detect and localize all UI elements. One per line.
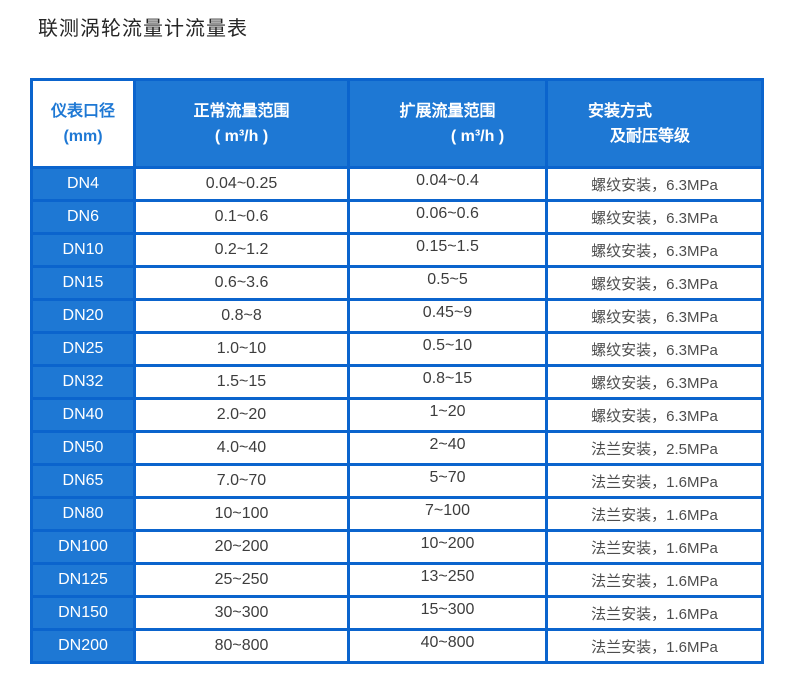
extended-range-cell: 0.04~0.4	[347, 166, 548, 202]
header-extended-range-line1: 扩展流量范围	[399, 102, 496, 120]
page-title: 联测涡轮流量计流量表	[38, 18, 248, 40]
table-row-dn32: DN32 1.5~15 0.8~15 螺纹安装，6.3MPa	[30, 364, 764, 400]
dn-label: DN4	[30, 166, 136, 202]
normal-range-cell: 2.0~20	[133, 397, 350, 433]
header-diameter-line2: (mm)	[63, 127, 103, 145]
header-normal-range: 正常流量范围 ( m³/h )	[133, 78, 350, 169]
dn-label: DN25	[30, 331, 136, 367]
normal-range-cell: 1.0~10	[133, 331, 350, 367]
table-row-dn15: DN15 0.6~3.6 0.5~5 螺纹安装，6.3MPa	[30, 265, 764, 301]
table-row-dn200: DN200 80~800 40~800 法兰安装，1.6MPa	[30, 628, 764, 664]
normal-range-cell: 0.04~0.25	[133, 166, 350, 202]
dn-label: DN150	[30, 595, 136, 631]
extended-range-cell: 1~20	[347, 397, 548, 433]
normal-range-cell: 0.1~0.6	[133, 199, 350, 235]
normal-range-cell: 0.2~1.2	[133, 232, 350, 268]
normal-range-cell: 80~800	[133, 628, 350, 664]
installation-cell: 螺纹安装，6.3MPa	[545, 166, 764, 202]
dn-label: DN32	[30, 364, 136, 400]
table-row-dn50: DN50 4.0~40 2~40 法兰安装，2.5MPa	[30, 430, 764, 466]
dn-label: DN200	[30, 628, 136, 664]
dn-label: DN6	[30, 199, 136, 235]
table-row-dn100: DN100 20~200 10~200 法兰安装，1.6MPa	[30, 529, 764, 565]
header-normal-range-line2: ( m³/h )	[214, 127, 269, 145]
dn-label: DN50	[30, 430, 136, 466]
table-row-dn25: DN25 1.0~10 0.5~10 螺纹安装，6.3MPa	[30, 331, 764, 367]
extended-range-cell: 15~300	[347, 595, 548, 631]
dn-label: DN80	[30, 496, 136, 532]
table-row-dn4: DN4 0.04~0.25 0.04~0.4 螺纹安装，6.3MPa	[30, 166, 764, 202]
dn-label: DN15	[30, 265, 136, 301]
table-row-dn80: DN80 10~100 7~100 法兰安装，1.6MPa	[30, 496, 764, 532]
dn-label: DN40	[30, 397, 136, 433]
extended-range-cell: 40~800	[347, 628, 548, 664]
installation-cell: 螺纹安装，6.3MPa	[545, 298, 764, 334]
header-diameter: 仪表口径 (mm)	[30, 78, 136, 169]
table-row-dn125: DN125 25~250 13~250 法兰安装，1.6MPa	[30, 562, 764, 598]
normal-range-cell: 25~250	[133, 562, 350, 598]
installation-cell: 法兰安装，1.6MPa	[545, 628, 764, 664]
normal-range-cell: 1.5~15	[133, 364, 350, 400]
dn-label: DN100	[30, 529, 136, 565]
header-diameter-line1: 仪表口径	[50, 102, 115, 120]
header-extended-range-line2: ( m³/h )	[450, 127, 505, 145]
normal-range-cell: 0.6~3.6	[133, 265, 350, 301]
installation-cell: 法兰安装，1.6MPa	[545, 463, 764, 499]
table-row-dn150: DN150 30~300 15~300 法兰安装，1.6MPa	[30, 595, 764, 631]
installation-cell: 螺纹安装，6.3MPa	[545, 232, 764, 268]
dn-label: DN10	[30, 232, 136, 268]
extended-range-cell: 0.8~15	[347, 364, 548, 400]
extended-range-cell: 0.5~10	[347, 331, 548, 367]
installation-cell: 法兰安装，2.5MPa	[545, 430, 764, 466]
normal-range-cell: 0.8~8	[133, 298, 350, 334]
installation-cell: 螺纹安装，6.3MPa	[545, 199, 764, 235]
header-normal-range-line1: 正常流量范围	[193, 102, 290, 120]
installation-cell: 法兰安装，1.6MPa	[545, 562, 764, 598]
extended-range-cell: 10~200	[347, 529, 548, 565]
table-row-dn6: DN6 0.1~0.6 0.06~0.6 螺纹安装，6.3MPa	[30, 199, 764, 235]
dn-label: DN65	[30, 463, 136, 499]
installation-cell: 螺纹安装，6.3MPa	[545, 397, 764, 433]
installation-cell: 法兰安装，1.6MPa	[545, 496, 764, 532]
extended-range-cell: 2~40	[347, 430, 548, 466]
normal-range-cell: 7.0~70	[133, 463, 350, 499]
normal-range-cell: 30~300	[133, 595, 350, 631]
normal-range-cell: 10~100	[133, 496, 350, 532]
table-row-dn65: DN65 7.0~70 5~70 法兰安装，1.6MPa	[30, 463, 764, 499]
header-row: 仪表口径 (mm) 正常流量范围 ( m³/h ) 扩展流量范围 ( m³/h …	[30, 78, 764, 169]
extended-range-cell: 0.5~5	[347, 265, 548, 301]
installation-cell: 螺纹安装，6.3MPa	[545, 265, 764, 301]
extended-range-cell: 0.06~0.6	[347, 199, 548, 235]
dn-label: DN20	[30, 298, 136, 334]
extended-range-cell: 0.15~1.5	[347, 232, 548, 268]
installation-cell: 螺纹安装，6.3MPa	[545, 364, 764, 400]
table-row-dn40: DN40 2.0~20 1~20 螺纹安装，6.3MPa	[30, 397, 764, 433]
extended-range-cell: 5~70	[347, 463, 548, 499]
header-installation-line1: 安装方式	[588, 102, 653, 120]
extended-range-cell: 13~250	[347, 562, 548, 598]
header-extended-range: 扩展流量范围 ( m³/h )	[347, 78, 548, 169]
table-row-dn20: DN20 0.8~8 0.45~9 螺纹安装，6.3MPa	[30, 298, 764, 334]
header-installation: 安装方式 及耐压等级	[545, 78, 764, 169]
dn-label: DN125	[30, 562, 136, 598]
normal-range-cell: 20~200	[133, 529, 350, 565]
table-row-dn10: DN10 0.2~1.2 0.15~1.5 螺纹安装，6.3MPa	[30, 232, 764, 268]
installation-cell: 螺纹安装，6.3MPa	[545, 331, 764, 367]
header-installation-line2: 及耐压等级	[610, 127, 691, 145]
normal-range-cell: 4.0~40	[133, 430, 350, 466]
extended-range-cell: 7~100	[347, 496, 548, 532]
flow-rate-table: 仪表口径 (mm) 正常流量范围 ( m³/h ) 扩展流量范围 ( m³/h …	[30, 78, 764, 664]
installation-cell: 法兰安装，1.6MPa	[545, 529, 764, 565]
extended-range-cell: 0.45~9	[347, 298, 548, 334]
installation-cell: 法兰安装，1.6MPa	[545, 595, 764, 631]
